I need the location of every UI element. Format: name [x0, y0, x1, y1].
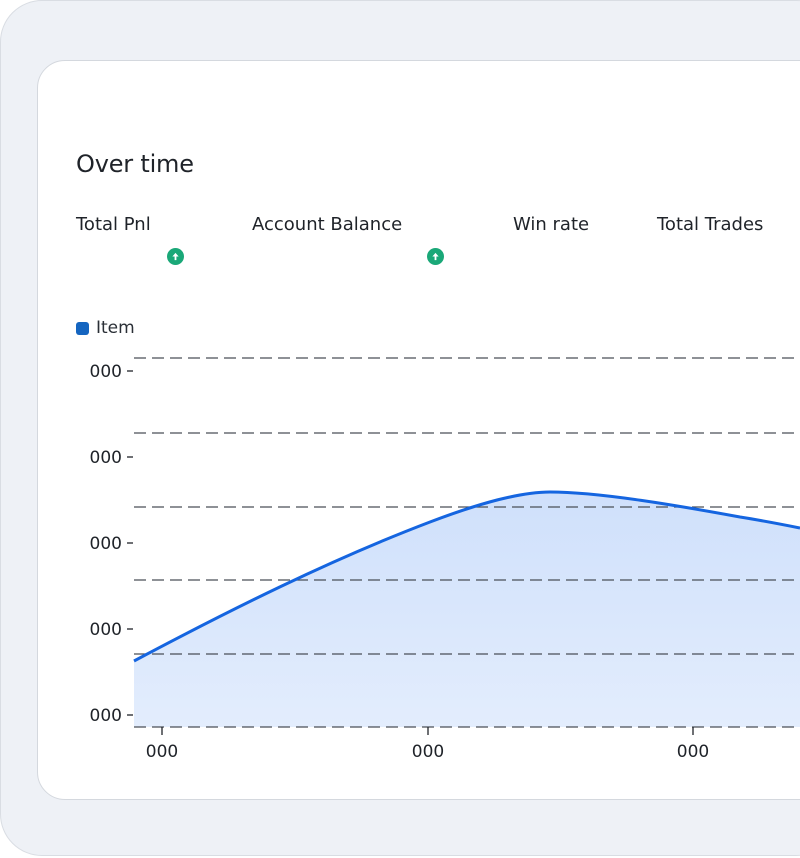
chart-legend[interactable]: Item: [76, 318, 135, 338]
x-axis: 000 000 000: [146, 727, 709, 762]
y-axis: 000 000 000 000 000: [90, 362, 133, 726]
x-tick-label: 000: [677, 742, 709, 762]
y-tick-label: 000: [90, 534, 122, 554]
x-tick-label: 000: [412, 742, 444, 762]
y-tick-label: 000: [90, 620, 122, 640]
x-tick-label: 000: [146, 742, 178, 762]
y-tick-label: 000: [90, 448, 122, 468]
stat-account-balance-label: Account Balance: [252, 214, 403, 235]
stat-win-rate-label: Win rate: [513, 214, 590, 235]
series-area: [134, 492, 800, 727]
y-tick-label: 000: [90, 362, 122, 382]
stat-total-pnl-label: Total Pnl: [76, 214, 151, 235]
grid-lines: [134, 357, 800, 728]
stat-total-trades-label: Total Trades: [657, 214, 764, 235]
series-line: [133, 490, 800, 663]
arrow-up-icon: [167, 248, 184, 265]
y-tick-label: 000: [90, 706, 122, 726]
legend-swatch: [76, 321, 89, 335]
card-title: Over time: [76, 150, 194, 178]
arrow-up-icon: [427, 248, 444, 265]
legend-label-item: Item: [96, 318, 135, 338]
